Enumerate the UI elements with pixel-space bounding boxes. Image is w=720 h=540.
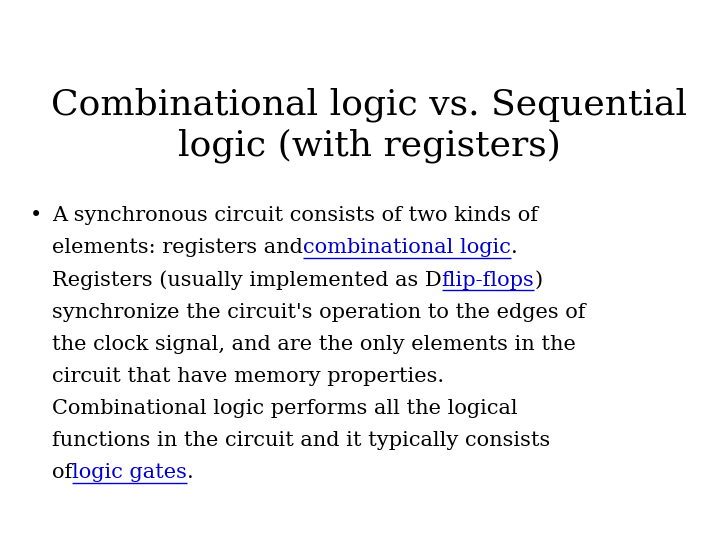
Text: combinational logic: combinational logic — [302, 239, 510, 258]
Text: Combinational logic vs. Sequential
logic (with registers): Combinational logic vs. Sequential logic… — [51, 87, 687, 164]
Text: elements: registers and: elements: registers and — [52, 239, 302, 258]
Text: .: . — [510, 239, 518, 258]
Text: of: of — [52, 463, 72, 482]
Text: flip-flops: flip-flops — [441, 271, 534, 289]
Text: the clock signal, and are the only elements in the: the clock signal, and are the only eleme… — [52, 335, 576, 354]
Text: ): ) — [534, 271, 542, 289]
Text: logic gates: logic gates — [72, 463, 187, 482]
Text: Registers (usually implemented as D: Registers (usually implemented as D — [52, 271, 441, 290]
Text: synchronize the circuit's operation to the edges of: synchronize the circuit's operation to t… — [52, 302, 585, 322]
Text: circuit that have memory properties.: circuit that have memory properties. — [52, 367, 444, 386]
Text: A synchronous circuit consists of two kinds of: A synchronous circuit consists of two ki… — [52, 206, 538, 225]
Text: •: • — [30, 206, 42, 225]
Text: .: . — [187, 463, 194, 482]
Text: Combinational logic performs all the logical: Combinational logic performs all the log… — [52, 399, 518, 418]
Text: functions in the circuit and it typically consists: functions in the circuit and it typicall… — [52, 431, 550, 450]
